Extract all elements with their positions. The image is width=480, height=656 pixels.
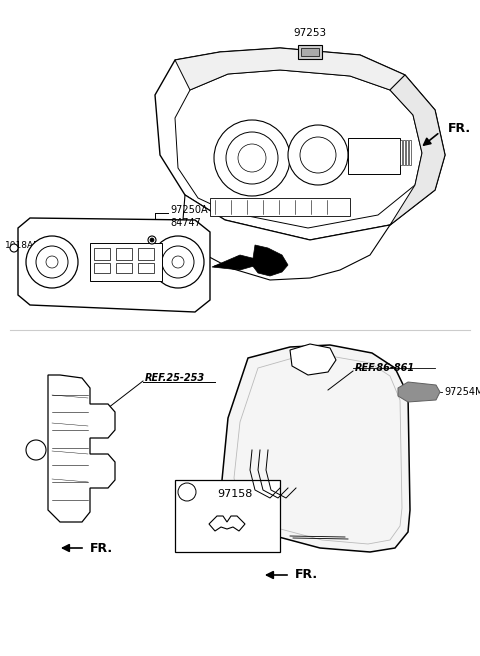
Circle shape [238, 144, 266, 172]
Circle shape [36, 246, 68, 278]
Circle shape [172, 256, 184, 268]
Polygon shape [175, 70, 422, 228]
Circle shape [152, 236, 204, 288]
Bar [138, 263, 154, 273]
Bar [94, 263, 110, 273]
Bar [116, 263, 132, 273]
Polygon shape [182, 195, 390, 280]
Text: FR.: FR. [448, 121, 471, 134]
Bar [90, 243, 162, 281]
Polygon shape [222, 345, 410, 552]
Bar [94, 248, 110, 260]
Text: FR.: FR. [90, 541, 113, 554]
Circle shape [46, 256, 58, 268]
Bar [116, 248, 132, 260]
Bar [348, 138, 400, 174]
Bar [138, 248, 154, 260]
Text: 1018AD: 1018AD [5, 241, 41, 249]
Circle shape [300, 137, 336, 173]
Bar [210, 198, 350, 216]
Polygon shape [252, 245, 288, 276]
Polygon shape [390, 75, 445, 225]
Circle shape [162, 246, 194, 278]
Bar [403, 140, 405, 165]
Circle shape [226, 132, 278, 184]
Polygon shape [48, 375, 115, 522]
Polygon shape [212, 255, 268, 270]
Bar [400, 140, 402, 165]
Circle shape [10, 244, 18, 252]
Text: REF.86-861: REF.86-861 [355, 363, 415, 373]
Polygon shape [175, 48, 405, 90]
Text: a: a [33, 445, 39, 455]
Circle shape [26, 440, 46, 460]
Text: 97253: 97253 [293, 28, 326, 38]
Bar [175, 480, 280, 552]
Circle shape [288, 125, 348, 185]
Text: 97250A: 97250A [170, 205, 208, 215]
Polygon shape [155, 48, 445, 240]
Circle shape [150, 238, 154, 242]
Bar [406, 140, 408, 165]
Text: 97254M: 97254M [444, 387, 480, 397]
Polygon shape [290, 344, 336, 375]
Circle shape [214, 120, 290, 196]
Circle shape [148, 236, 156, 244]
Polygon shape [18, 218, 210, 312]
Bar [409, 140, 411, 165]
Polygon shape [209, 516, 245, 531]
Text: FR.: FR. [295, 569, 318, 581]
Text: 84747: 84747 [170, 218, 201, 228]
Bar [301, 48, 319, 56]
Circle shape [178, 483, 196, 501]
Text: 97158: 97158 [217, 489, 252, 499]
Bar [298, 45, 322, 59]
Text: REF.25-253: REF.25-253 [145, 373, 205, 383]
Text: a: a [185, 487, 189, 497]
Circle shape [26, 236, 78, 288]
Polygon shape [398, 382, 440, 402]
